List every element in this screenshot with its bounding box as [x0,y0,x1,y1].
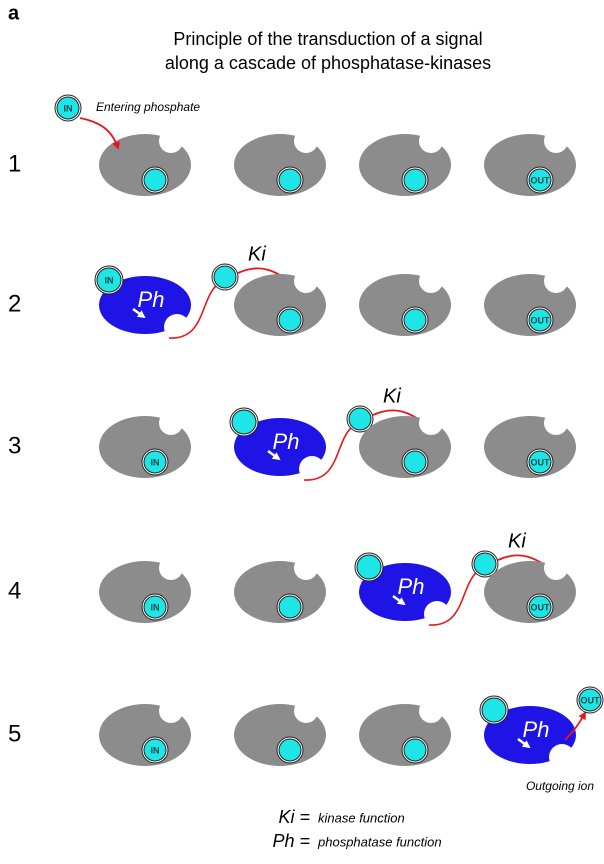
panel-label: a [8,2,20,24]
row-number: 3 [8,432,21,459]
legend-ph: Ph = [272,831,310,851]
kinase-site [544,129,568,153]
title-line: Principle of the transduction of a signa… [173,29,482,49]
ball-label: OUT [531,602,551,612]
phosphate-ball-core [214,266,236,288]
phosphate-ball-core [404,451,426,473]
ball-label: OUT [581,695,601,705]
kinase-site [294,269,318,293]
kinase-site [419,699,443,723]
kinase-site [294,699,318,723]
phosphate-ball-core [279,169,301,191]
ball-label: IN [105,275,114,285]
ball-label: IN [151,602,160,612]
ph-label: Ph [398,574,425,599]
kinase-site [294,556,318,580]
entering-label: Entering phosphate [96,100,200,114]
kinase-site [159,129,183,153]
phosphate-ball-core [357,555,381,579]
phosphate-ball-core [279,309,301,331]
phosphatase-site [299,456,325,482]
ki-label: Ki [508,530,526,552]
ball-label: OUT [531,457,551,467]
ph-label: Ph [273,429,300,454]
ball-label: IN [64,103,73,113]
phosphate-ball-core [474,553,496,575]
ph-label: Ph [523,717,550,742]
kinase-site [419,269,443,293]
phosphate-ball-core [279,739,301,761]
row-number: 4 [8,577,21,604]
phosphate-ball-core [482,698,506,722]
kinase-site [544,411,568,435]
phosphate-ball-core [349,408,371,430]
row-number: 2 [8,290,21,317]
ball-label: IN [151,745,160,755]
phosphatase-site [424,601,450,627]
row-number: 5 [8,720,21,747]
kinase-site [419,411,443,435]
ki-label: Ki [383,385,401,407]
phosphate-ball-core [404,309,426,331]
phosphate-ball-core [404,739,426,761]
legend-ki: Ki = [278,807,310,827]
kinase-site [159,411,183,435]
title-line: along a cascade of phosphatase-kinases [165,53,491,73]
ball-label: OUT [531,175,551,185]
outgoing-label: Outgoing ion [526,779,594,793]
ki-label: Ki [248,243,266,265]
row-number: 1 [8,150,21,177]
legend-ph-text: phosphatase function [317,834,442,849]
phosphate-ball-core [404,169,426,191]
ball-label: OUT [531,315,551,325]
kinase-site [159,556,183,580]
kinase-site [159,699,183,723]
diagram: a Principle of the transduction of a sig… [0,0,604,859]
phosphatase-site [164,314,190,340]
phosphate-ball-core [232,410,256,434]
ball-label: IN [151,457,160,467]
phosphate-ball-core [279,596,301,618]
phosphate-ball-core [144,169,166,191]
kinase-site [294,129,318,153]
kinase-site [419,129,443,153]
ph-label: Ph [138,287,165,312]
phosphatase-site [549,744,575,770]
legend-ki-text: kinase function [318,810,405,825]
kinase-site [544,556,568,580]
kinase-site [544,269,568,293]
